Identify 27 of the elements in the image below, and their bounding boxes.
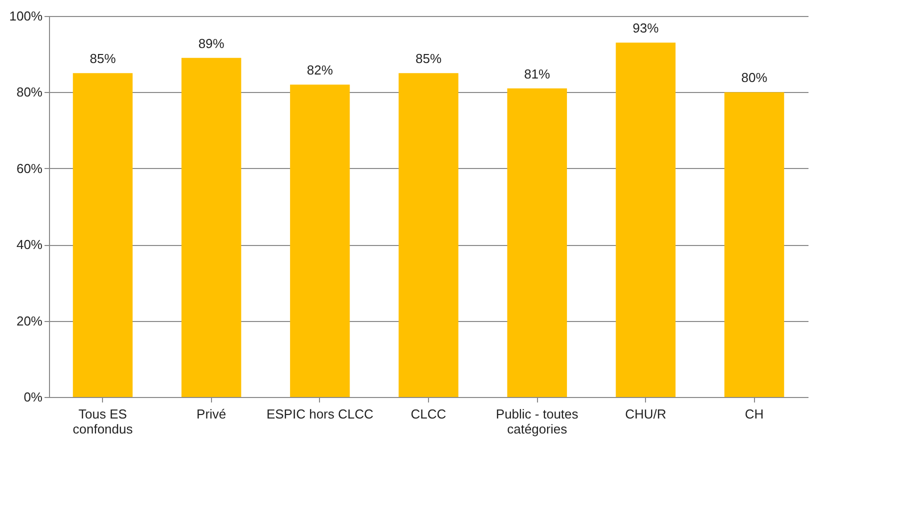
bar [398,73,458,397]
x-tick-label: Privé [196,406,226,422]
y-tick-label: 80% [16,84,43,100]
y-tick-label: 20% [16,313,43,328]
x-tick-label: Public - toutes catégories [496,406,579,436]
x-tick-label: Tous ES confondus [72,406,134,436]
data-label: 93% [632,20,660,36]
data-label: 85% [415,51,442,66]
x-tick-label: CHU/R [625,406,666,422]
data-label: 81% [524,66,551,82]
data-label: 85% [90,51,116,66]
bar [616,42,676,397]
y-tick-label: 60% [16,160,43,176]
y-tick-label: 100% [9,8,43,24]
data-label: 80% [741,70,768,86]
bar [507,88,567,397]
bar [724,92,784,397]
data-label: 89% [198,36,225,51]
x-tick-label: CLCC [410,406,446,422]
y-tick-label: 40% [16,237,43,252]
bar [290,84,350,397]
bar [181,58,242,397]
bar [72,73,133,397]
x-tick-label: ESPIC hors CLCC [266,406,374,422]
data-label: 82% [306,62,334,78]
x-tick-label: CH [744,406,764,422]
y-tick-label: 0% [24,390,43,404]
